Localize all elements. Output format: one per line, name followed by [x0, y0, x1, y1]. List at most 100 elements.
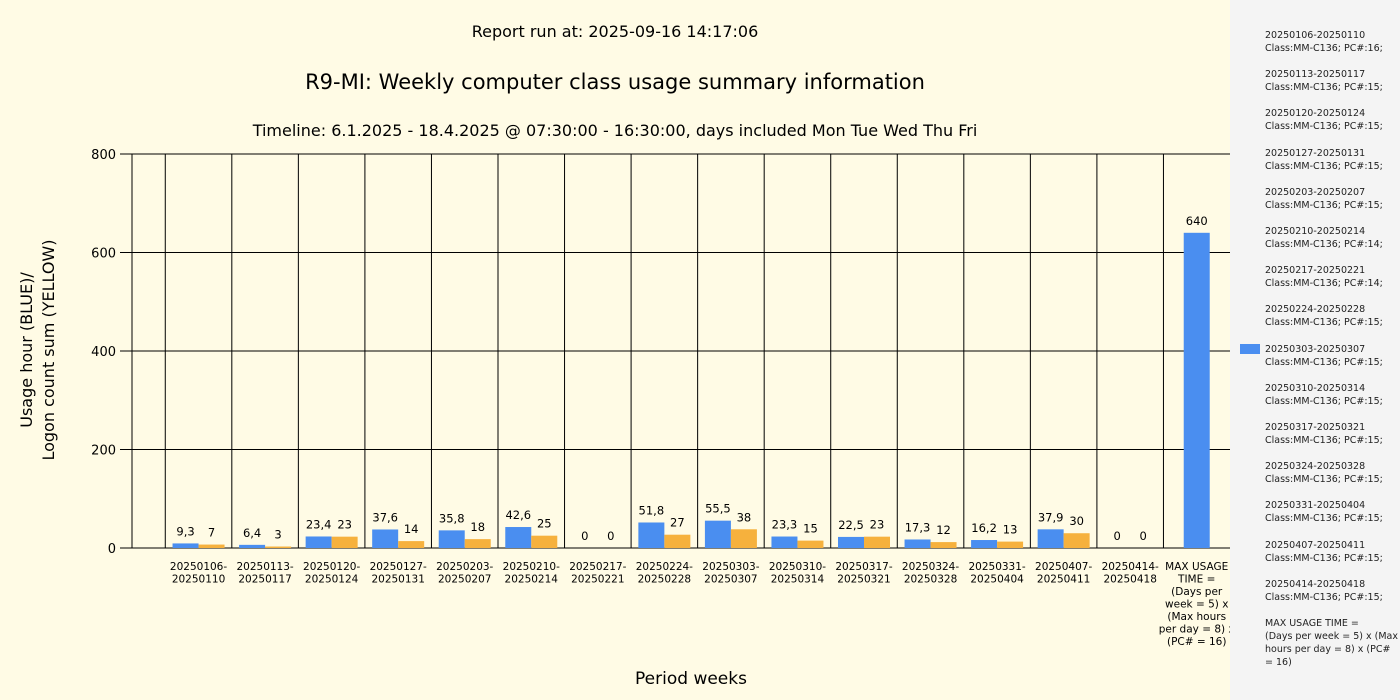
legend-item: 20250324-20250328 Class:MM-C136; PC#:15; [1265, 460, 1395, 486]
legend-item-text: Class:MM-C136; PC#:15; [1265, 474, 1383, 486]
legend-item: MAX USAGE TIME = (Days per week = 5) x (… [1265, 617, 1398, 669]
legend-item-text: 20250203-20250207 [1265, 186, 1366, 198]
usage-hours-label: 0 [581, 529, 588, 543]
x-tick-label: 20250303- [702, 561, 759, 573]
legend-item: 20250331-20250404 Class:MM-C136; PC#:15; [1265, 499, 1395, 525]
legend-item-text: Class:MM-C136; PC#:15; [1265, 591, 1383, 603]
legend-item-text: (Days per week = 5) x (Max [1265, 631, 1398, 642]
logon-count-bar [265, 546, 292, 548]
logon-count-label: 18 [470, 520, 485, 534]
x-tick-label: 20250120- [303, 561, 360, 573]
usage-hours-bar [372, 529, 399, 548]
x-tick-label: 20250411 [1037, 574, 1090, 586]
usage-hours-label: 35,8 [439, 511, 465, 525]
logon-count-label: 30 [1069, 514, 1084, 528]
legend-item-text: 20250414-20250418 [1265, 578, 1366, 590]
x-tick-label: 20250217- [569, 561, 626, 573]
usage-hours-bar [1037, 529, 1064, 548]
x-tick-label: 20250127- [370, 561, 427, 573]
logon-count-bar [1063, 533, 1090, 548]
logon-count-label: 14 [404, 522, 419, 536]
legend-item-text: Class:MM-C136; PC#:15; [1265, 160, 1383, 172]
logon-count-label: 23 [870, 518, 885, 532]
usage-hours-label: 16,2 [971, 521, 997, 535]
usage-hours-bar [438, 530, 465, 548]
logon-count-bar [198, 544, 225, 548]
legend-item-text: Class:MM-C136; PC#:16; [1265, 43, 1383, 54]
usage-hours-bar [971, 540, 998, 548]
x-tick-label: 20250113- [236, 561, 293, 573]
logon-count-label: 38 [737, 510, 752, 524]
legend-item: 20250106-20250110 Class:MM-C136; PC#:16; [1265, 29, 1395, 55]
x-tick-label: 20250418 [1103, 574, 1156, 586]
legend-item: 20250414-20250418 Class:MM-C136; PC#:15; [1265, 578, 1395, 604]
legend-item-text: Class:MM-C136; PC#:15; [1265, 82, 1383, 94]
logon-count-label: 27 [670, 516, 685, 530]
x-tick-label: (PC# = 16) [1167, 636, 1227, 648]
legend-item-text: 20250303-20250307 [1265, 343, 1366, 355]
usage-hours-label: 23,4 [306, 517, 332, 531]
y-tick-label: 400 [91, 345, 116, 360]
legend-item-text: 20250113-20250117 [1265, 69, 1366, 81]
chart-title: R9-MI: Weekly computer class usage summa… [305, 70, 925, 94]
legend-item-text: MAX USAGE TIME = [1265, 618, 1359, 629]
x-tick-label: 20250321 [837, 574, 890, 586]
usage-hours-label: 55,5 [705, 502, 731, 516]
x-tick-label: 20250214 [505, 574, 559, 586]
legend-item: 20250217-20250221 Class:MM-C136; PC#:14; [1265, 264, 1395, 290]
usage-hours-bar [172, 543, 199, 548]
logon-count-label: 0 [607, 529, 614, 543]
x-tick-label: 20250328 [904, 574, 957, 586]
legend-swatch [1240, 344, 1260, 354]
legend-item: 20250224-20250228 Class:MM-C136; PC#:15; [1265, 303, 1395, 329]
legend-item-text: 20250317-20250321 [1265, 422, 1366, 433]
x-tick-label: 20250228 [638, 574, 691, 586]
x-tick-label: 20250331- [968, 561, 1025, 573]
legend-item: 20250203-20250207 Class:MM-C136; PC#:15; [1265, 186, 1395, 212]
logon-count-label: 0 [1140, 529, 1147, 543]
x-tick-label: 20250117 [238, 574, 291, 586]
legend-item-text: 20250210-20250214 [1265, 226, 1366, 237]
usage-hours-bar [239, 544, 266, 548]
usage-hours-label: 17,3 [905, 520, 931, 534]
logon-count-bar [730, 529, 757, 548]
report-run-timestamp: Report run at: 2025-09-16 14:17:06 [471, 22, 759, 41]
usage-hours-bar [1183, 232, 1210, 549]
legend-item-text: 20250407-20250411 [1265, 539, 1366, 551]
usage-hours-label: 51,8 [639, 503, 665, 517]
legend-item-text: 20250217-20250221 [1265, 265, 1366, 277]
logon-count-bar [930, 542, 957, 548]
logon-count-bar [864, 536, 890, 548]
x-tick-label: TIME = [1177, 574, 1215, 586]
y-tick-label: 0 [108, 542, 116, 557]
legend-item-text: Class:MM-C136; PC#:15; [1265, 513, 1383, 525]
usage-hours-label: 6,4 [243, 526, 261, 540]
x-tick-label: 20250131 [371, 574, 424, 586]
usage-hours-bar [771, 536, 798, 548]
x-tick-label: MAX USAGE [1165, 561, 1228, 573]
usage-hours-bar [638, 522, 665, 548]
bar-chart-plot: 0 200 400 600 800 9,3 7 20250106-20250110 6,4 3 20… [91, 148, 1230, 648]
usage-hours-bar [838, 536, 864, 548]
usage-hours-label: 37,6 [372, 510, 398, 524]
usage-hours-label: 640 [1186, 214, 1208, 228]
y-tick-label: 600 [91, 247, 116, 262]
logon-count-label: 25 [537, 517, 552, 531]
legend-item-text: Class:MM-C136; PC#:15; [1265, 395, 1383, 407]
x-tick-label: (Days per [1171, 586, 1223, 598]
logon-count-bar [464, 539, 491, 548]
x-tick-label: (Max hours [1167, 611, 1226, 623]
x-tick-label: 20250317- [835, 561, 892, 573]
x-axis-title: Period weeks [635, 669, 747, 689]
legend-item: 20250120-20250124 Class:MM-C136; PC#:15; [1265, 107, 1395, 133]
usage-hours-label: 22,5 [838, 518, 864, 532]
y-tick-label: 200 [91, 444, 116, 459]
legend-item: 20250317-20250321 Class:MM-C136; PC#:15; [1265, 421, 1395, 447]
y-tick-label: 800 [91, 148, 116, 163]
logon-count-label: 12 [936, 523, 951, 537]
x-tick-label: 20250407- [1035, 561, 1092, 573]
logon-count-bar [797, 540, 824, 548]
logon-count-label: 3 [274, 528, 281, 542]
legend-item-text: Class:MM-C136; PC#:15; [1265, 552, 1383, 564]
x-tick-label: 20250324- [902, 561, 959, 573]
